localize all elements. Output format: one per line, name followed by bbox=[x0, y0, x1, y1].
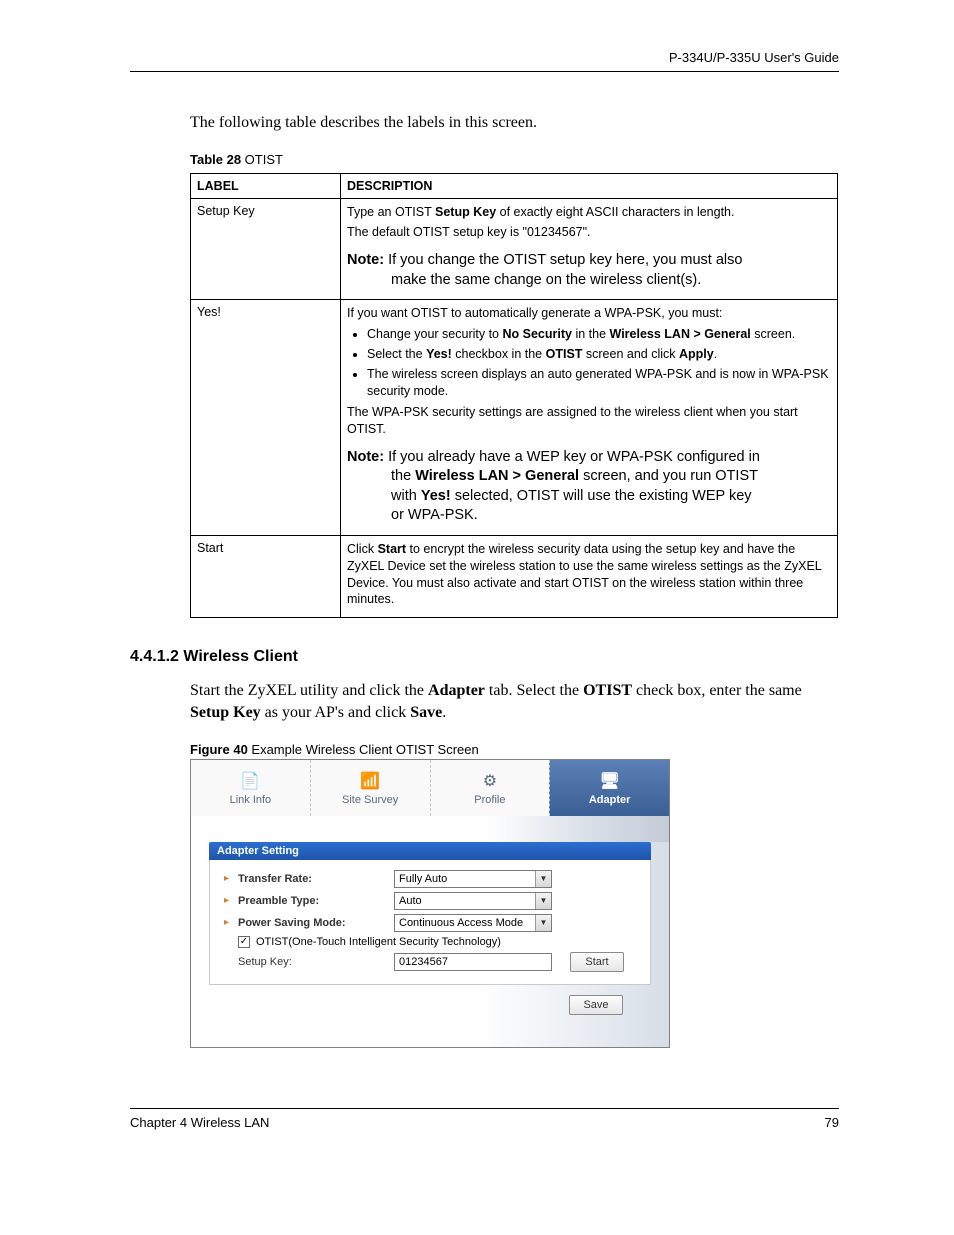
tab-adapter[interactable]: 🖥 Adapter bbox=[549, 760, 669, 816]
row-setup-key: Setup Key: 01234567 Start bbox=[238, 952, 636, 972]
bottom-gradient bbox=[191, 1029, 669, 1047]
preamble-type-value: Auto bbox=[395, 893, 535, 909]
setup-key-input[interactable]: 01234567 bbox=[394, 953, 552, 971]
tab-profile[interactable]: ⚙ Profile bbox=[430, 760, 550, 816]
bullet-icon: ▸ bbox=[224, 873, 238, 884]
preamble-type-select[interactable]: Auto ▼ bbox=[394, 892, 552, 910]
transfer-rate-select[interactable]: Fully Auto ▼ bbox=[394, 870, 552, 888]
page-footer: Chapter 4 Wireless LAN 79 bbox=[130, 1108, 839, 1130]
link-info-icon: 📄 bbox=[239, 770, 261, 792]
table-caption-title: OTIST bbox=[241, 152, 283, 167]
power-saving-select[interactable]: Continuous Access Mode ▼ bbox=[394, 914, 552, 932]
cell-label: Start bbox=[191, 535, 341, 618]
table-caption-number: Table 28 bbox=[190, 152, 241, 167]
th-description: DESCRIPTION bbox=[341, 173, 838, 198]
otist-table: LABEL DESCRIPTION Setup Key Type an OTIS… bbox=[190, 173, 838, 619]
bullet-icon: ▸ bbox=[224, 895, 238, 906]
table-row: Setup Key Type an OTIST Setup Key of exa… bbox=[191, 198, 838, 300]
cell-description: If you want OTIST to automatically gener… bbox=[341, 300, 838, 535]
otist-checkbox[interactable]: ✓ bbox=[238, 936, 250, 948]
table-caption: Table 28 OTIST bbox=[190, 152, 839, 167]
figure-caption-title: Example Wireless Client OTIST Screen bbox=[248, 742, 479, 757]
cell-label: Setup Key bbox=[191, 198, 341, 300]
figure-screenshot: 📄 Link Info 📶 Site Survey ⚙ Profile 🖥 Ad… bbox=[190, 759, 670, 1048]
tab-link-info[interactable]: 📄 Link Info bbox=[191, 760, 310, 816]
cell-label: Yes! bbox=[191, 300, 341, 535]
footer-page-number: 79 bbox=[825, 1115, 839, 1130]
cell-description: Type an OTIST Setup Key of exactly eight… bbox=[341, 198, 838, 300]
footer-chapter: Chapter 4 Wireless LAN bbox=[130, 1115, 269, 1130]
tab-site-survey[interactable]: 📶 Site Survey bbox=[310, 760, 430, 816]
site-survey-icon: 📶 bbox=[359, 770, 381, 792]
th-label: LABEL bbox=[191, 173, 341, 198]
preamble-type-label: Preamble Type: bbox=[238, 895, 394, 907]
bullet-icon: ▸ bbox=[224, 917, 238, 928]
row-otist-checkbox: ✓ OTIST(One-Touch Intelligent Security T… bbox=[238, 936, 636, 948]
power-saving-label: Power Saving Mode: bbox=[238, 917, 394, 929]
section-paragraph: Start the ZyXEL utility and click the Ad… bbox=[190, 680, 839, 723]
header-rule bbox=[130, 71, 839, 72]
save-button[interactable]: Save bbox=[569, 995, 623, 1015]
section-heading: 4.4.1.2 Wireless Client bbox=[130, 648, 839, 666]
setup-key-label: Setup Key: bbox=[238, 956, 394, 968]
tab-bar: 📄 Link Info 📶 Site Survey ⚙ Profile 🖥 Ad… bbox=[191, 760, 669, 816]
row-transfer-rate: ▸ Transfer Rate: Fully Auto ▼ bbox=[224, 870, 636, 888]
start-button[interactable]: Start bbox=[570, 952, 624, 972]
chevron-down-icon[interactable]: ▼ bbox=[535, 893, 551, 909]
power-saving-value: Continuous Access Mode bbox=[395, 915, 535, 931]
table-header-row: LABEL DESCRIPTION bbox=[191, 173, 838, 198]
chevron-down-icon[interactable]: ▼ bbox=[535, 915, 551, 931]
panel-area: Adapter Setting ▸ Transfer Rate: Fully A… bbox=[191, 842, 669, 1029]
table-row: Start Click Start to encrypt the wireles… bbox=[191, 535, 838, 618]
spacer-gradient bbox=[191, 816, 669, 842]
table-row: Yes! If you want OTIST to automatically … bbox=[191, 300, 838, 535]
header-guide-title: P-334U/P-335U User's Guide bbox=[130, 50, 839, 65]
cell-description: Click Start to encrypt the wireless secu… bbox=[341, 535, 838, 618]
transfer-rate-label: Transfer Rate: bbox=[238, 873, 394, 885]
panel-body: ▸ Transfer Rate: Fully Auto ▼ ▸ Preamble… bbox=[209, 860, 651, 985]
otist-checkbox-label: OTIST(One-Touch Intelligent Security Tec… bbox=[256, 936, 501, 948]
row-preamble-type: ▸ Preamble Type: Auto ▼ bbox=[224, 892, 636, 910]
panel-title: Adapter Setting bbox=[209, 842, 651, 860]
intro-paragraph: The following table describes the labels… bbox=[190, 112, 839, 134]
chevron-down-icon[interactable]: ▼ bbox=[535, 871, 551, 887]
row-power-saving: ▸ Power Saving Mode: Continuous Access M… bbox=[224, 914, 636, 932]
figure-caption: Figure 40 Example Wireless Client OTIST … bbox=[190, 742, 839, 757]
save-row: Save bbox=[209, 985, 651, 1015]
adapter-icon: 🖥 bbox=[599, 770, 621, 792]
transfer-rate-value: Fully Auto bbox=[395, 871, 535, 887]
figure-caption-number: Figure 40 bbox=[190, 742, 248, 757]
profile-icon: ⚙ bbox=[479, 770, 501, 792]
